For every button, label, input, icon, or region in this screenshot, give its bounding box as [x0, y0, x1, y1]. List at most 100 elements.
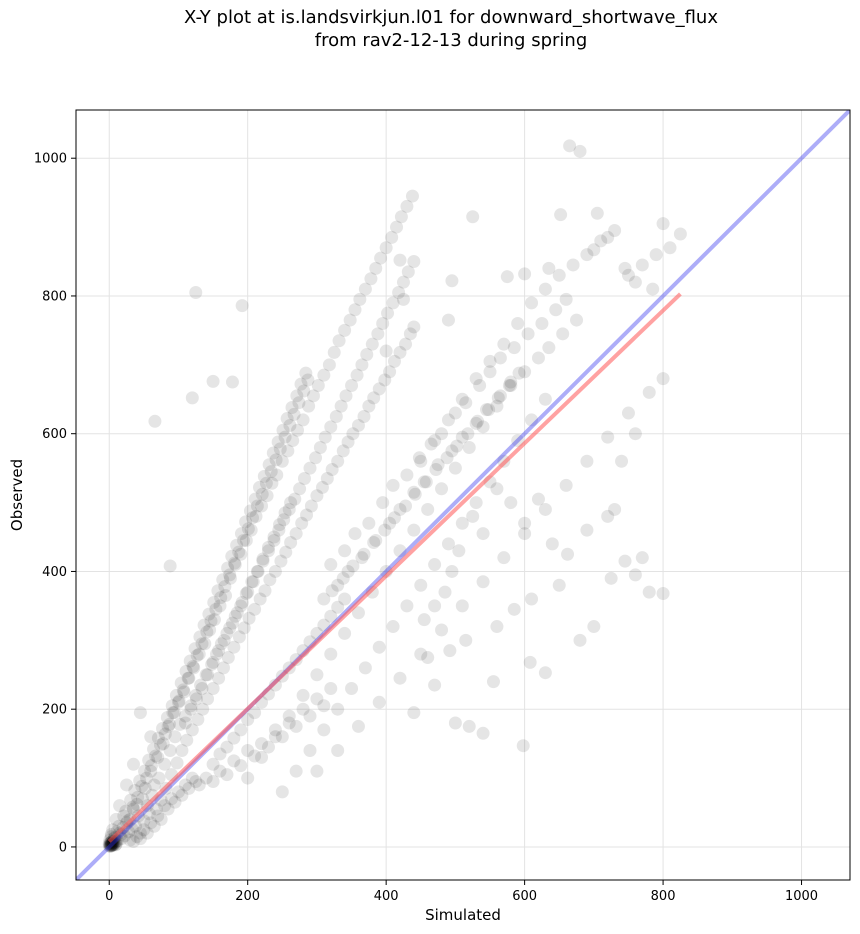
- data-point: [184, 702, 198, 716]
- data-point: [192, 778, 206, 792]
- data-point: [250, 499, 264, 513]
- data-point: [556, 327, 570, 341]
- data-point: [125, 822, 139, 836]
- data-point: [175, 744, 189, 758]
- data-point: [147, 742, 161, 756]
- data-point: [601, 509, 615, 523]
- data-point: [304, 499, 318, 513]
- data-point: [516, 739, 530, 753]
- data-point: [390, 220, 404, 234]
- data-point: [192, 647, 206, 661]
- data-point: [435, 482, 449, 496]
- data-point: [193, 630, 207, 644]
- data-point: [542, 341, 556, 355]
- data-point: [385, 230, 399, 244]
- data-point: [144, 730, 158, 744]
- data-point: [241, 585, 255, 599]
- data-point: [407, 320, 421, 334]
- x-tick-label: 400: [374, 889, 399, 904]
- data-point: [587, 243, 601, 257]
- data-point: [301, 373, 315, 387]
- data-point: [168, 795, 182, 809]
- data-point: [206, 374, 220, 388]
- data-point: [202, 607, 216, 621]
- data-point: [386, 296, 400, 310]
- data-point: [228, 558, 242, 572]
- data-point: [195, 637, 209, 651]
- plot-frame: [75, 109, 851, 881]
- data-point: [138, 764, 152, 778]
- data-point: [462, 440, 476, 454]
- data-point: [187, 661, 201, 675]
- data-point: [511, 434, 525, 448]
- data-point: [115, 832, 129, 846]
- data-point: [407, 485, 421, 499]
- data-point: [285, 401, 299, 415]
- data-point: [491, 391, 505, 405]
- data-point: [176, 683, 190, 697]
- data-point: [133, 706, 147, 720]
- data-point: [618, 554, 632, 568]
- data-point: [299, 366, 313, 380]
- data-point: [348, 527, 362, 541]
- data-point: [200, 625, 214, 639]
- data-point: [196, 702, 210, 716]
- data-point: [207, 613, 221, 627]
- data-point: [310, 692, 324, 706]
- data-point: [201, 692, 215, 706]
- data-point: [608, 502, 622, 516]
- data-point: [210, 647, 224, 661]
- data-point: [248, 602, 262, 616]
- grid-lines: [76, 110, 850, 880]
- data-point: [182, 781, 196, 795]
- data-point: [220, 768, 234, 782]
- data-point: [230, 538, 244, 552]
- data-point: [275, 730, 289, 744]
- data-point: [156, 737, 170, 751]
- data-point: [440, 451, 454, 465]
- data-point: [379, 241, 393, 255]
- data-point: [163, 559, 177, 573]
- data-point: [158, 757, 172, 771]
- data-point: [428, 599, 442, 613]
- data-point: [497, 551, 511, 565]
- data-point: [365, 337, 379, 351]
- data-point: [542, 261, 556, 275]
- data-point: [213, 599, 227, 613]
- data-point: [170, 756, 184, 770]
- data-points: [102, 139, 687, 853]
- data-point: [324, 420, 338, 434]
- data-point: [182, 671, 196, 685]
- data-point: [124, 793, 138, 807]
- data-point: [378, 523, 392, 537]
- data-point: [580, 248, 594, 262]
- data-point: [628, 427, 642, 441]
- data-point: [197, 618, 211, 632]
- data-point: [355, 551, 369, 565]
- data-point: [383, 365, 397, 379]
- data-point: [341, 435, 355, 449]
- data-point: [213, 764, 227, 778]
- data-point: [221, 561, 235, 575]
- data-point: [165, 699, 179, 713]
- data-point: [407, 255, 421, 269]
- data-point: [181, 671, 195, 685]
- data-point: [469, 416, 483, 430]
- data-point: [324, 647, 338, 661]
- data-point: [393, 544, 407, 558]
- data-point: [445, 444, 459, 458]
- data-point: [273, 442, 287, 456]
- data-point: [133, 832, 147, 846]
- data-point: [199, 771, 213, 785]
- data-point: [286, 434, 300, 448]
- data-point: [310, 668, 324, 682]
- data-point: [338, 592, 352, 606]
- data-point: [163, 744, 177, 758]
- data-point: [147, 778, 161, 792]
- data-point: [656, 586, 670, 600]
- data-point: [367, 536, 381, 550]
- data-point: [371, 327, 385, 341]
- data-point: [408, 487, 422, 501]
- data-point: [160, 710, 174, 724]
- data-point: [171, 785, 185, 799]
